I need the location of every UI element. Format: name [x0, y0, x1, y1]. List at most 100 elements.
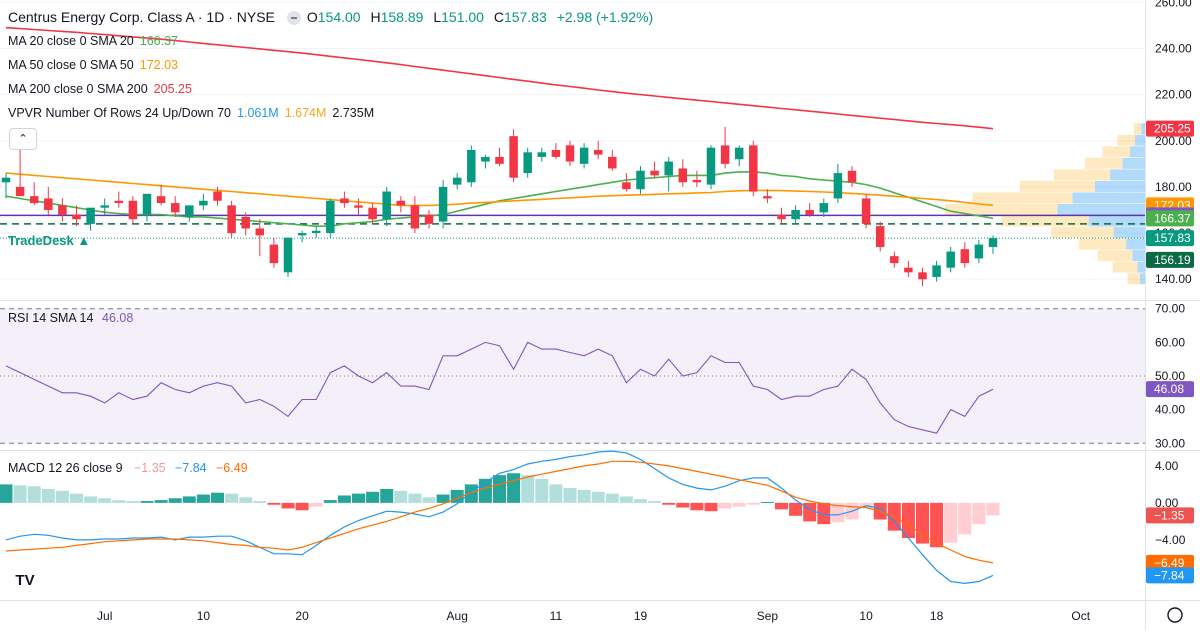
candle-body — [128, 200, 138, 220]
time-tick-label: 10 — [859, 609, 873, 623]
volume-profile-down-bar — [1085, 157, 1123, 169]
logo-text: TV — [15, 572, 35, 589]
collapse-legend-button[interactable]: ⌃ — [9, 128, 37, 150]
minus-icon[interactable] — [286, 11, 301, 26]
volume-profile-up-bar — [1057, 204, 1145, 215]
legend-ma20[interactable]: MA 20 close 0 SMA 20 166.37 — [8, 33, 184, 49]
legend-ma200[interactable]: MA 200 close 0 SMA 200 205.25 — [8, 81, 198, 97]
candle-body — [523, 152, 532, 174]
candle-body — [467, 150, 476, 183]
candle-body — [988, 238, 998, 247]
candle-body — [326, 200, 335, 234]
candle-body — [410, 205, 420, 229]
candle-body — [368, 207, 377, 220]
macd-histogram-bar — [112, 500, 126, 503]
macd-price-label-bg — [1146, 554, 1194, 571]
symbol-title[interactable]: Centrus Energy Corp. Class A · 1D · NYSE — [8, 9, 275, 25]
macd-histogram-bar — [253, 501, 267, 503]
candle-body — [142, 193, 152, 215]
candle-body — [706, 147, 716, 185]
rsi-price-label-bg — [1146, 381, 1194, 398]
time-tick-label: Aug — [447, 609, 468, 623]
candle-body — [946, 251, 955, 268]
rsi-tick-label: 30.00 — [1155, 436, 1185, 450]
open-value: 154.00 — [317, 9, 361, 25]
candle-body — [932, 265, 941, 277]
candle-body — [593, 150, 603, 155]
macd-histogram-bar — [775, 502, 788, 510]
macd-histogram-bar — [507, 473, 521, 503]
rsi-price-label: 46.08 — [1154, 382, 1184, 396]
candle-body — [255, 228, 265, 236]
legend-vpvr[interactable]: VPVR Number Of Rows 24 Up/Down 70 1.061M 1… — [8, 105, 380, 121]
close-label: C — [493, 9, 504, 25]
price-tick-label: 140.00 — [1155, 272, 1192, 286]
price-tick-label: 180.00 — [1155, 180, 1192, 194]
volume-profile-up-bar — [1126, 238, 1145, 250]
triangle-up-icon: ▲ — [77, 233, 91, 248]
rsi-tick-label: 60.00 — [1155, 335, 1185, 349]
macd-price-label: −7.84 — [1154, 568, 1185, 582]
legend-ma50[interactable]: MA 50 close 0 SMA 50 172.03 — [8, 57, 184, 73]
vpvr-up-value: 1.061M — [237, 106, 279, 120]
macd-price-label: −1.35 — [1154, 508, 1185, 522]
candle-body — [509, 136, 518, 178]
macd-histogram-bar — [662, 502, 676, 505]
macd-histogram-bar — [972, 502, 986, 525]
macd-histogram-bar — [323, 500, 337, 503]
candle-body — [791, 210, 800, 220]
candle-body — [1, 177, 11, 183]
volume-profile-up-bar — [1072, 192, 1145, 204]
time-tick-label: 10 — [197, 609, 211, 623]
low-value: 151.00 — [441, 9, 484, 25]
volume-profile-up-bar — [1113, 227, 1145, 239]
volume-profile-up-bar — [1135, 134, 1145, 146]
tradingview-logo[interactable]: TV — [8, 568, 42, 594]
candle-body — [974, 244, 984, 259]
macd-histogram-bar — [366, 491, 380, 503]
candle-body — [58, 205, 67, 215]
tradedesk-label[interactable]: TradeDesk ▲ — [8, 233, 90, 248]
candle-body — [452, 177, 462, 185]
candle-body — [861, 198, 871, 224]
price-tick-label: 260.00 — [1155, 0, 1192, 9]
rsi-line — [5, 341, 994, 434]
price-label: 205.25 — [1154, 122, 1191, 136]
settings-gear-icon — [1167, 607, 1183, 623]
candle-body — [537, 152, 547, 157]
macd-histogram-bar — [831, 502, 845, 523]
volume-profile-down-bar — [1102, 146, 1130, 158]
macd-value: −1.35 — [134, 461, 166, 475]
macd-histogram-bar — [718, 502, 732, 509]
ma50-label: MA 50 close 0 SMA 50 — [8, 58, 134, 72]
candle-body — [805, 210, 814, 215]
macd-histogram-bar — [549, 484, 563, 503]
time-tick-label: 18 — [930, 609, 944, 623]
price-label-bg — [1146, 251, 1194, 268]
macd-histogram-bar — [154, 500, 168, 503]
candle-body — [100, 205, 109, 208]
macd-price-label-bg — [1146, 567, 1194, 584]
macd-histogram-bar — [408, 493, 422, 503]
candle-body — [382, 191, 391, 220]
candle-body — [297, 233, 307, 236]
volume-profile-down-bar — [1133, 123, 1142, 135]
ma-line-1 — [5, 172, 994, 207]
low-label: L — [433, 9, 442, 25]
macd-histogram-bar — [817, 502, 831, 525]
candle-body — [199, 200, 208, 206]
tradedesk-text: TradeDesk — [8, 233, 74, 248]
candle-body — [396, 200, 406, 206]
time-tick-label: 11 — [550, 609, 563, 623]
macd-histogram-bar — [126, 501, 140, 503]
volume-profile-down-bar — [1127, 273, 1140, 285]
price-label: 157.83 — [1154, 231, 1191, 245]
macd-histogram-bar — [225, 493, 239, 503]
candle-body — [819, 203, 829, 213]
macd-histogram-bar — [563, 488, 577, 503]
macd-price-label: −6.49 — [1154, 556, 1185, 570]
high-label: H — [370, 9, 381, 25]
volume-profile-up-bar — [1110, 169, 1145, 181]
macd-tick-label: −4.00 — [1155, 533, 1186, 547]
